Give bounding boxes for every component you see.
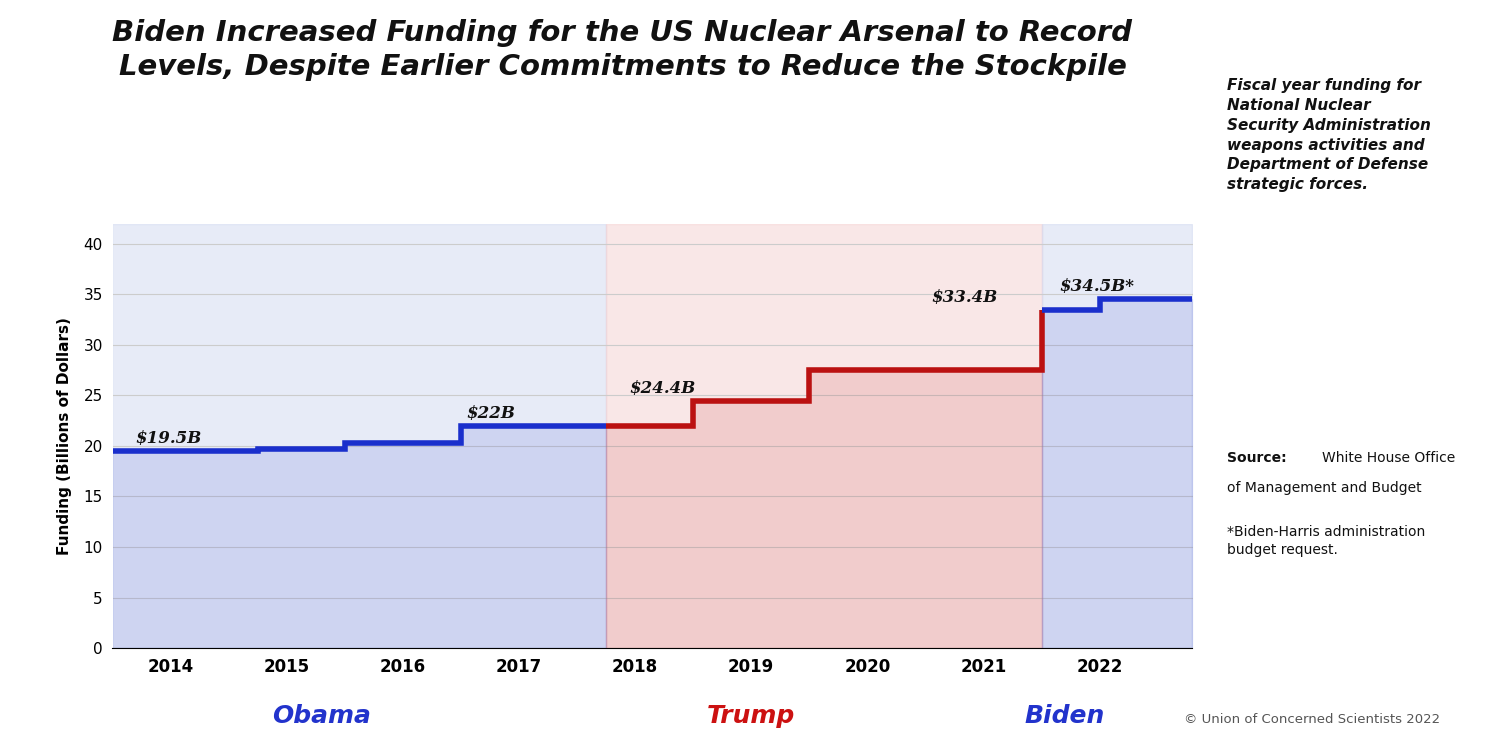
Text: $24.4B: $24.4B xyxy=(630,381,696,397)
Text: of Management and Budget: of Management and Budget xyxy=(1227,481,1422,495)
Bar xyxy=(112,224,606,648)
Text: Biden Increased Funding for the US Nuclear Arsenal to Record
Levels, Despite Ear: Biden Increased Funding for the US Nucle… xyxy=(112,19,1132,81)
Text: $33.4B: $33.4B xyxy=(932,289,998,306)
Text: $19.5B: $19.5B xyxy=(135,430,202,447)
Text: Biden: Biden xyxy=(1024,704,1106,728)
Bar xyxy=(1041,224,1193,648)
Text: $34.5B*: $34.5B* xyxy=(1059,278,1134,295)
Text: Source:: Source: xyxy=(1227,451,1292,465)
Bar xyxy=(606,224,1041,648)
Y-axis label: Funding (Billions of Dollars): Funding (Billions of Dollars) xyxy=(57,317,72,555)
Text: © Union of Concerned Scientists 2022: © Union of Concerned Scientists 2022 xyxy=(1184,714,1440,726)
Text: Fiscal year funding for
National Nuclear
Security Administration
weapons activit: Fiscal year funding for National Nuclear… xyxy=(1227,78,1431,192)
Text: Trump: Trump xyxy=(706,704,795,728)
Text: Obama: Obama xyxy=(272,704,370,728)
Text: White House Office: White House Office xyxy=(1322,451,1455,465)
Text: $22B: $22B xyxy=(466,405,516,422)
Text: *Biden-Harris administration
budget request.: *Biden-Harris administration budget requ… xyxy=(1227,525,1425,557)
